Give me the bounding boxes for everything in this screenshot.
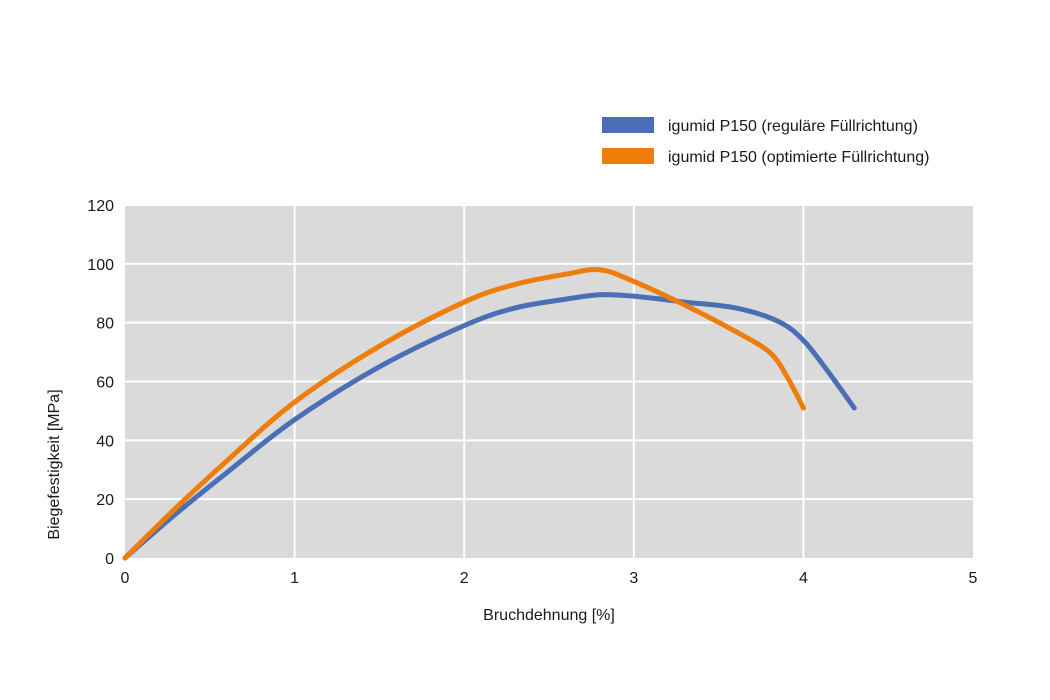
y-tick-label: 40 <box>96 433 114 450</box>
y-tick-label: 20 <box>96 492 114 509</box>
x-tick-label: 2 <box>460 570 469 587</box>
grid-lines <box>125 204 973 558</box>
legend-swatch-2 <box>602 148 654 164</box>
x-tick-label: 0 <box>121 570 130 587</box>
legend-label-1: igumid P150 (reguläre Füllrichtung) <box>668 118 918 135</box>
y-tick-label: 120 <box>87 198 114 215</box>
x-tick-label: 3 <box>629 570 638 587</box>
y-tick-label: 80 <box>96 316 114 333</box>
legend: igumid P150 (reguläre Füllrichtung) igumi… <box>602 117 929 166</box>
series-line-2 <box>122 266 806 561</box>
y-axis-title: Biegefestigkeit [MPa] <box>46 389 63 539</box>
x-tick-label: 5 <box>969 570 978 587</box>
y-tick-label: 60 <box>96 375 114 392</box>
x-axis-title: Bruchdehnung [%] <box>483 607 615 624</box>
series-line-1 <box>122 292 857 561</box>
y-tick-label: 100 <box>87 257 114 274</box>
legend-swatch-1 <box>602 117 654 133</box>
series-layer <box>122 266 857 561</box>
y-tick-label: 0 <box>105 551 114 568</box>
x-tick-label: 1 <box>290 570 299 587</box>
x-tick-label: 4 <box>799 570 808 587</box>
tick-labels: 0 20 40 60 80 100 120 0 1 2 3 4 5 <box>87 198 977 587</box>
legend-label-2: igumid P150 (optimierte Füllrichtung) <box>668 149 929 166</box>
